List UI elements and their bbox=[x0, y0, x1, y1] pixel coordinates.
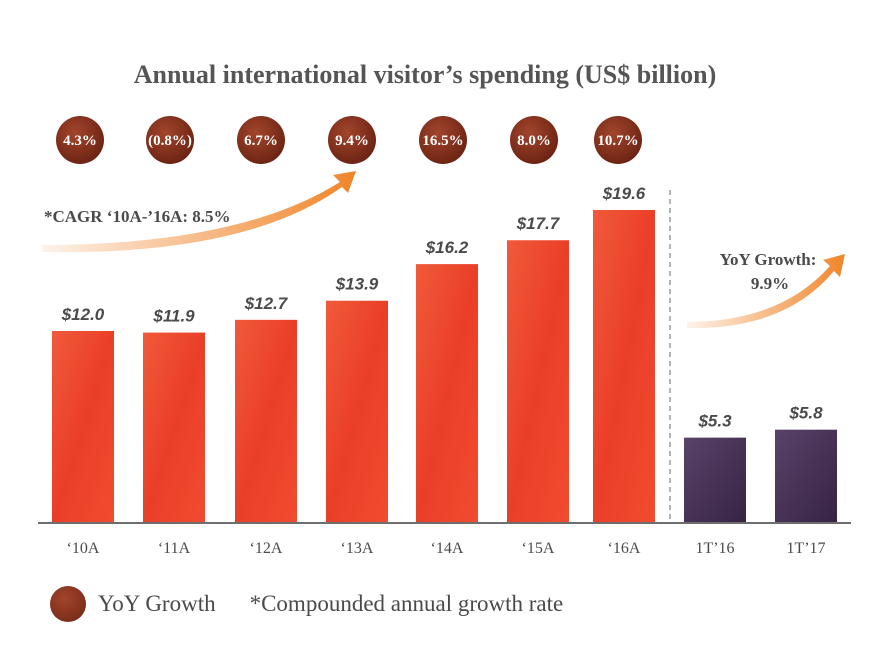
growth-dot-0 bbox=[56, 116, 104, 164]
growth-label-0: 4.3% bbox=[63, 133, 97, 149]
bar-1 bbox=[143, 332, 205, 522]
x-tick-label-8: 1T’17 bbox=[786, 540, 825, 557]
growth-label-5: 8.0% bbox=[517, 133, 551, 149]
bar-5 bbox=[507, 240, 569, 522]
growth-label-6: 10.7% bbox=[597, 133, 638, 149]
growth-dot-6 bbox=[594, 116, 642, 164]
bar-7 bbox=[684, 437, 746, 522]
value-label-5: $17.7 bbox=[516, 214, 561, 233]
value-label-7: $5.3 bbox=[697, 412, 732, 431]
value-labels-group: $12.0 $11.9 $12.7 $13.9 $16.2 $17.7 $19.6 $5.3 $… bbox=[61, 184, 823, 431]
value-label-8: $5.8 bbox=[788, 404, 823, 423]
x-tick-label-6: ‘16A bbox=[608, 540, 641, 557]
bar-6 bbox=[593, 210, 655, 522]
growth-dots-group: 4.3% (0.8%) 6.7% 9.4% 16.5% 8.0% 10.7% bbox=[56, 116, 642, 164]
bar-8 bbox=[775, 429, 837, 522]
growth-label-4: 16.5% bbox=[422, 133, 463, 149]
x-tick-label-3: ‘13A bbox=[341, 540, 374, 557]
cagr-annotation: *CAGR ‘10A-’16A: 8.5% bbox=[44, 207, 231, 226]
value-label-4: $16.2 bbox=[425, 238, 469, 257]
value-label-3: $13.9 bbox=[335, 275, 379, 294]
yoy-annotation-line2: 9.9% bbox=[751, 274, 789, 293]
growth-dot-2 bbox=[237, 116, 285, 164]
yoy-arrow bbox=[687, 254, 845, 329]
x-tick-labels-group: ‘10A ‘11A ‘12A ‘13A ‘14A ‘15A ‘16A 1T’16 1T’17 bbox=[67, 540, 826, 557]
bars-group bbox=[52, 210, 837, 522]
x-tick-label-2: ‘12A bbox=[250, 540, 283, 557]
growth-label-3: 9.4% bbox=[335, 133, 369, 149]
x-tick-label-1: ‘11A bbox=[158, 540, 191, 557]
bar-2 bbox=[235, 319, 297, 522]
growth-dot-5 bbox=[510, 116, 558, 164]
legend-growth-dot-icon bbox=[50, 586, 86, 622]
legend-note: *Compounded annual growth rate bbox=[249, 591, 564, 616]
growth-dot-3 bbox=[328, 116, 376, 164]
growth-label-1: (0.8%) bbox=[148, 133, 192, 149]
growth-label-2: 6.7% bbox=[244, 133, 278, 149]
bar-0 bbox=[52, 330, 114, 522]
legend: YoY Growth *Compounded annual growth rat… bbox=[50, 586, 563, 622]
bar-4 bbox=[416, 264, 478, 522]
x-tick-label-7: 1T’16 bbox=[695, 540, 734, 557]
cagr-arrow bbox=[42, 171, 356, 253]
growth-dot-4 bbox=[419, 116, 467, 164]
bar-3 bbox=[326, 300, 388, 522]
value-label-6: $19.6 bbox=[602, 184, 646, 203]
yoy-annotation-line1: YoY Growth: bbox=[720, 250, 817, 269]
value-label-0: $12.0 bbox=[61, 305, 105, 324]
growth-dot-1 bbox=[146, 116, 194, 164]
x-tick-label-4: ‘14A bbox=[431, 540, 464, 557]
value-label-2: $12.7 bbox=[244, 294, 289, 313]
value-label-1: $11.9 bbox=[152, 307, 195, 326]
x-tick-label-0: ‘10A bbox=[67, 540, 100, 557]
legend-dot-label: YoY Growth bbox=[98, 591, 216, 616]
x-tick-label-5: ‘15A bbox=[522, 540, 555, 557]
chart-title: Annual international visitor’s spending … bbox=[134, 60, 716, 89]
